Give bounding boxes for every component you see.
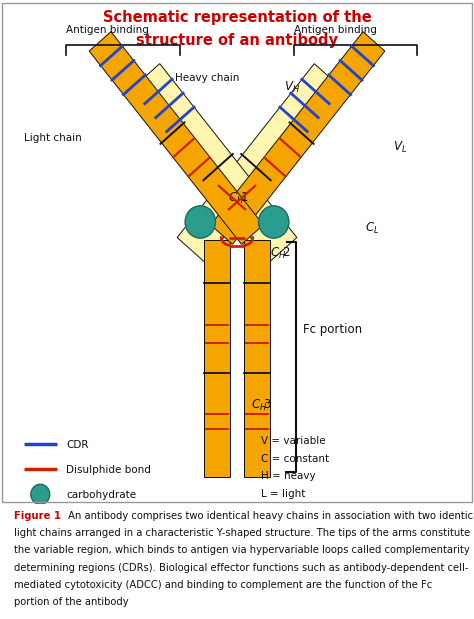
Text: portion of the antibody: portion of the antibody	[14, 597, 129, 607]
Polygon shape	[211, 32, 385, 245]
Text: determining regions (CDRs). Biological effector functions such as antibody-depen: determining regions (CDRs). Biological e…	[14, 563, 469, 573]
Text: Disulphide bond: Disulphide bond	[66, 465, 151, 475]
Polygon shape	[133, 64, 297, 262]
Text: carbohydrate: carbohydrate	[66, 490, 137, 500]
Text: Light chain: Light chain	[24, 133, 82, 143]
Circle shape	[31, 484, 50, 504]
Text: V = variable: V = variable	[261, 436, 325, 446]
Polygon shape	[177, 64, 341, 262]
Text: mediated cytotoxicity (ADCC) and binding to complement are the function of the F: mediated cytotoxicity (ADCC) and binding…	[14, 580, 432, 590]
Text: Antigen binding: Antigen binding	[66, 25, 149, 35]
Circle shape	[185, 206, 215, 238]
Text: Antigen binding: Antigen binding	[294, 25, 377, 35]
Text: $C_L$: $C_L$	[365, 221, 379, 236]
Text: Fc portion: Fc portion	[303, 323, 363, 336]
Text: An antibody comprises two identical heavy chains in association with two identic: An antibody comprises two identical heav…	[65, 511, 474, 521]
Polygon shape	[244, 240, 270, 477]
Text: the variable region, which binds to antigen via hypervariable loops called compl: the variable region, which binds to anti…	[14, 545, 470, 555]
Text: $C_H\!1$: $C_H\!1$	[228, 191, 249, 206]
Circle shape	[259, 206, 289, 238]
Text: H = heavy: H = heavy	[261, 471, 315, 481]
Text: light chains arranged in a characteristic Y-shaped structure. The tips of the ar: light chains arranged in a characteristi…	[14, 528, 471, 538]
Text: $\mathit{V}_H$: $\mathit{V}_H$	[284, 80, 301, 95]
Polygon shape	[204, 240, 230, 477]
Text: $C_H\!2$: $C_H\!2$	[270, 246, 292, 261]
Text: $\mathit{V}_L$: $\mathit{V}_L$	[393, 141, 408, 155]
Text: L = light: L = light	[261, 489, 305, 499]
Polygon shape	[89, 32, 263, 245]
Text: Schematic representation of the: Schematic representation of the	[103, 10, 371, 25]
Text: Figure 1: Figure 1	[14, 511, 61, 521]
Text: Heavy chain: Heavy chain	[175, 72, 240, 83]
Text: structure of an antibody: structure of an antibody	[136, 33, 338, 48]
Text: $C_H\!3$: $C_H\!3$	[251, 397, 273, 413]
Text: CDR: CDR	[66, 440, 89, 450]
Text: C = constant: C = constant	[261, 454, 329, 464]
